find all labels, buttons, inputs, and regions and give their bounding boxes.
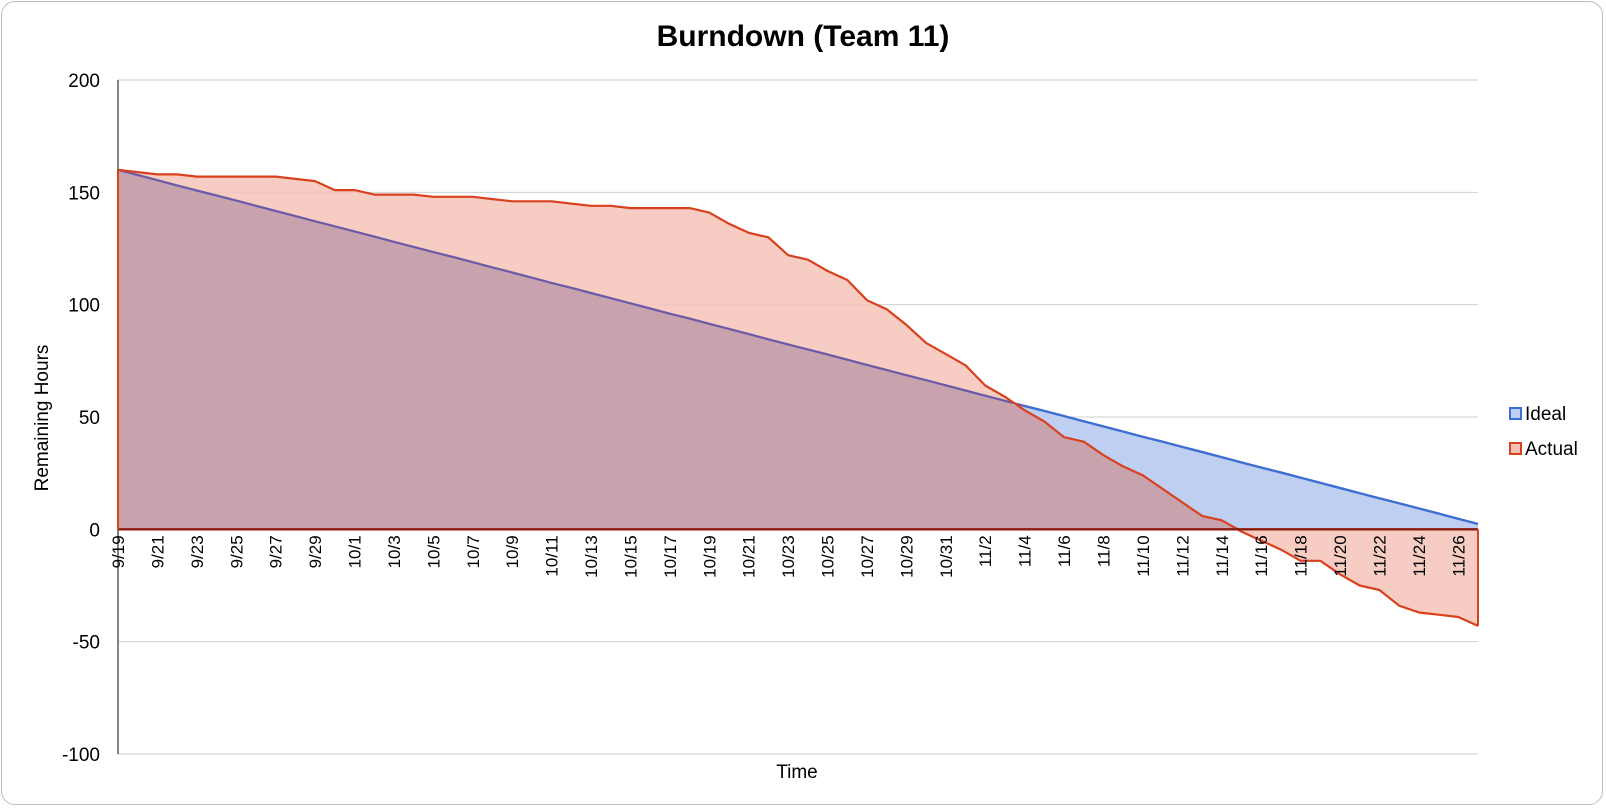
x-tick-label: 10/19: [700, 535, 719, 578]
x-tick-label: 10/29: [897, 535, 916, 578]
x-tick-label: 11/4: [1016, 535, 1035, 567]
x-tick-label: 9/27: [267, 535, 286, 568]
x-tick-label: 11/10: [1134, 535, 1153, 576]
y-axis-label: Remaining Hours: [32, 345, 53, 492]
y-axis-ticks: 200 150 100 50 0 -50 -100: [62, 71, 100, 766]
x-tick-label: 10/13: [582, 535, 601, 578]
y-tick-label: 0: [89, 520, 100, 541]
x-tick-label: 11/12: [1173, 535, 1192, 576]
legend-label-ideal: Ideal: [1525, 404, 1566, 425]
x-tick-label: 9/21: [148, 535, 167, 568]
x-tick-label: 10/15: [622, 535, 641, 578]
y-tick-label: 100: [68, 296, 100, 317]
x-tick-label: 10/23: [779, 535, 798, 578]
legend: Ideal Actual: [1509, 404, 1578, 460]
chart-title: Burndown (Team 11): [657, 20, 950, 53]
x-tick-label: 10/17: [661, 535, 680, 578]
y-tick-label: -100: [62, 745, 100, 766]
x-tick-label: 9/29: [306, 535, 325, 568]
x-tick-label: 10/25: [819, 535, 838, 578]
y-tick-label: 150: [68, 183, 100, 204]
line-ideal-tail: [1024, 404, 1479, 525]
x-tick-label: 11/26: [1449, 535, 1468, 576]
x-tick-label: 11/18: [1292, 535, 1311, 576]
x-tick-label: 11/2: [976, 535, 995, 567]
x-tick-label: 11/22: [1370, 535, 1389, 576]
y-tick-label: 200: [68, 71, 100, 92]
series-areas: [118, 169, 1478, 626]
x-tick-label: 10/9: [503, 535, 522, 568]
series-lines: [117, 168, 1479, 627]
overlap-area: [118, 169, 1478, 530]
x-tick-label: 10/21: [740, 535, 759, 578]
x-tick-label: 9/25: [227, 535, 246, 568]
x-tick-label: 11/6: [1055, 535, 1074, 567]
x-tick-label: 10/5: [424, 535, 443, 568]
x-tick-label: 11/8: [1095, 535, 1114, 567]
x-axis-ticks: 9/19 9/21 9/23 9/25 9/27 9/29 10/1 10/3 10/5 10/7…: [109, 535, 1468, 578]
x-tick-label: 11/16: [1252, 535, 1271, 576]
axes: [117, 80, 1479, 754]
x-axis-label: Time: [776, 762, 818, 783]
x-tick-label: 10/1: [346, 535, 365, 568]
line-actual: [117, 168, 1479, 627]
legend-swatch-actual: [1509, 442, 1522, 455]
x-tick-label: 11/14: [1213, 535, 1232, 576]
x-tick-label: 9/23: [188, 535, 207, 568]
legend-swatch-ideal: [1509, 407, 1522, 420]
x-tick-label: 11/20: [1331, 535, 1350, 576]
y-tick-label: 50: [79, 408, 100, 429]
legend-label-actual: Actual: [1525, 439, 1578, 460]
x-tick-label: 10/27: [858, 535, 877, 578]
x-tick-label: 10/31: [937, 535, 956, 578]
y-tick-label: -50: [73, 633, 100, 654]
x-tick-label: 9/19: [109, 535, 128, 568]
x-tick-label: 10/3: [385, 535, 404, 568]
x-tick-label: 10/11: [543, 535, 562, 576]
x-tick-label: 11/24: [1410, 535, 1429, 576]
x-tick-label: 10/7: [464, 535, 483, 568]
